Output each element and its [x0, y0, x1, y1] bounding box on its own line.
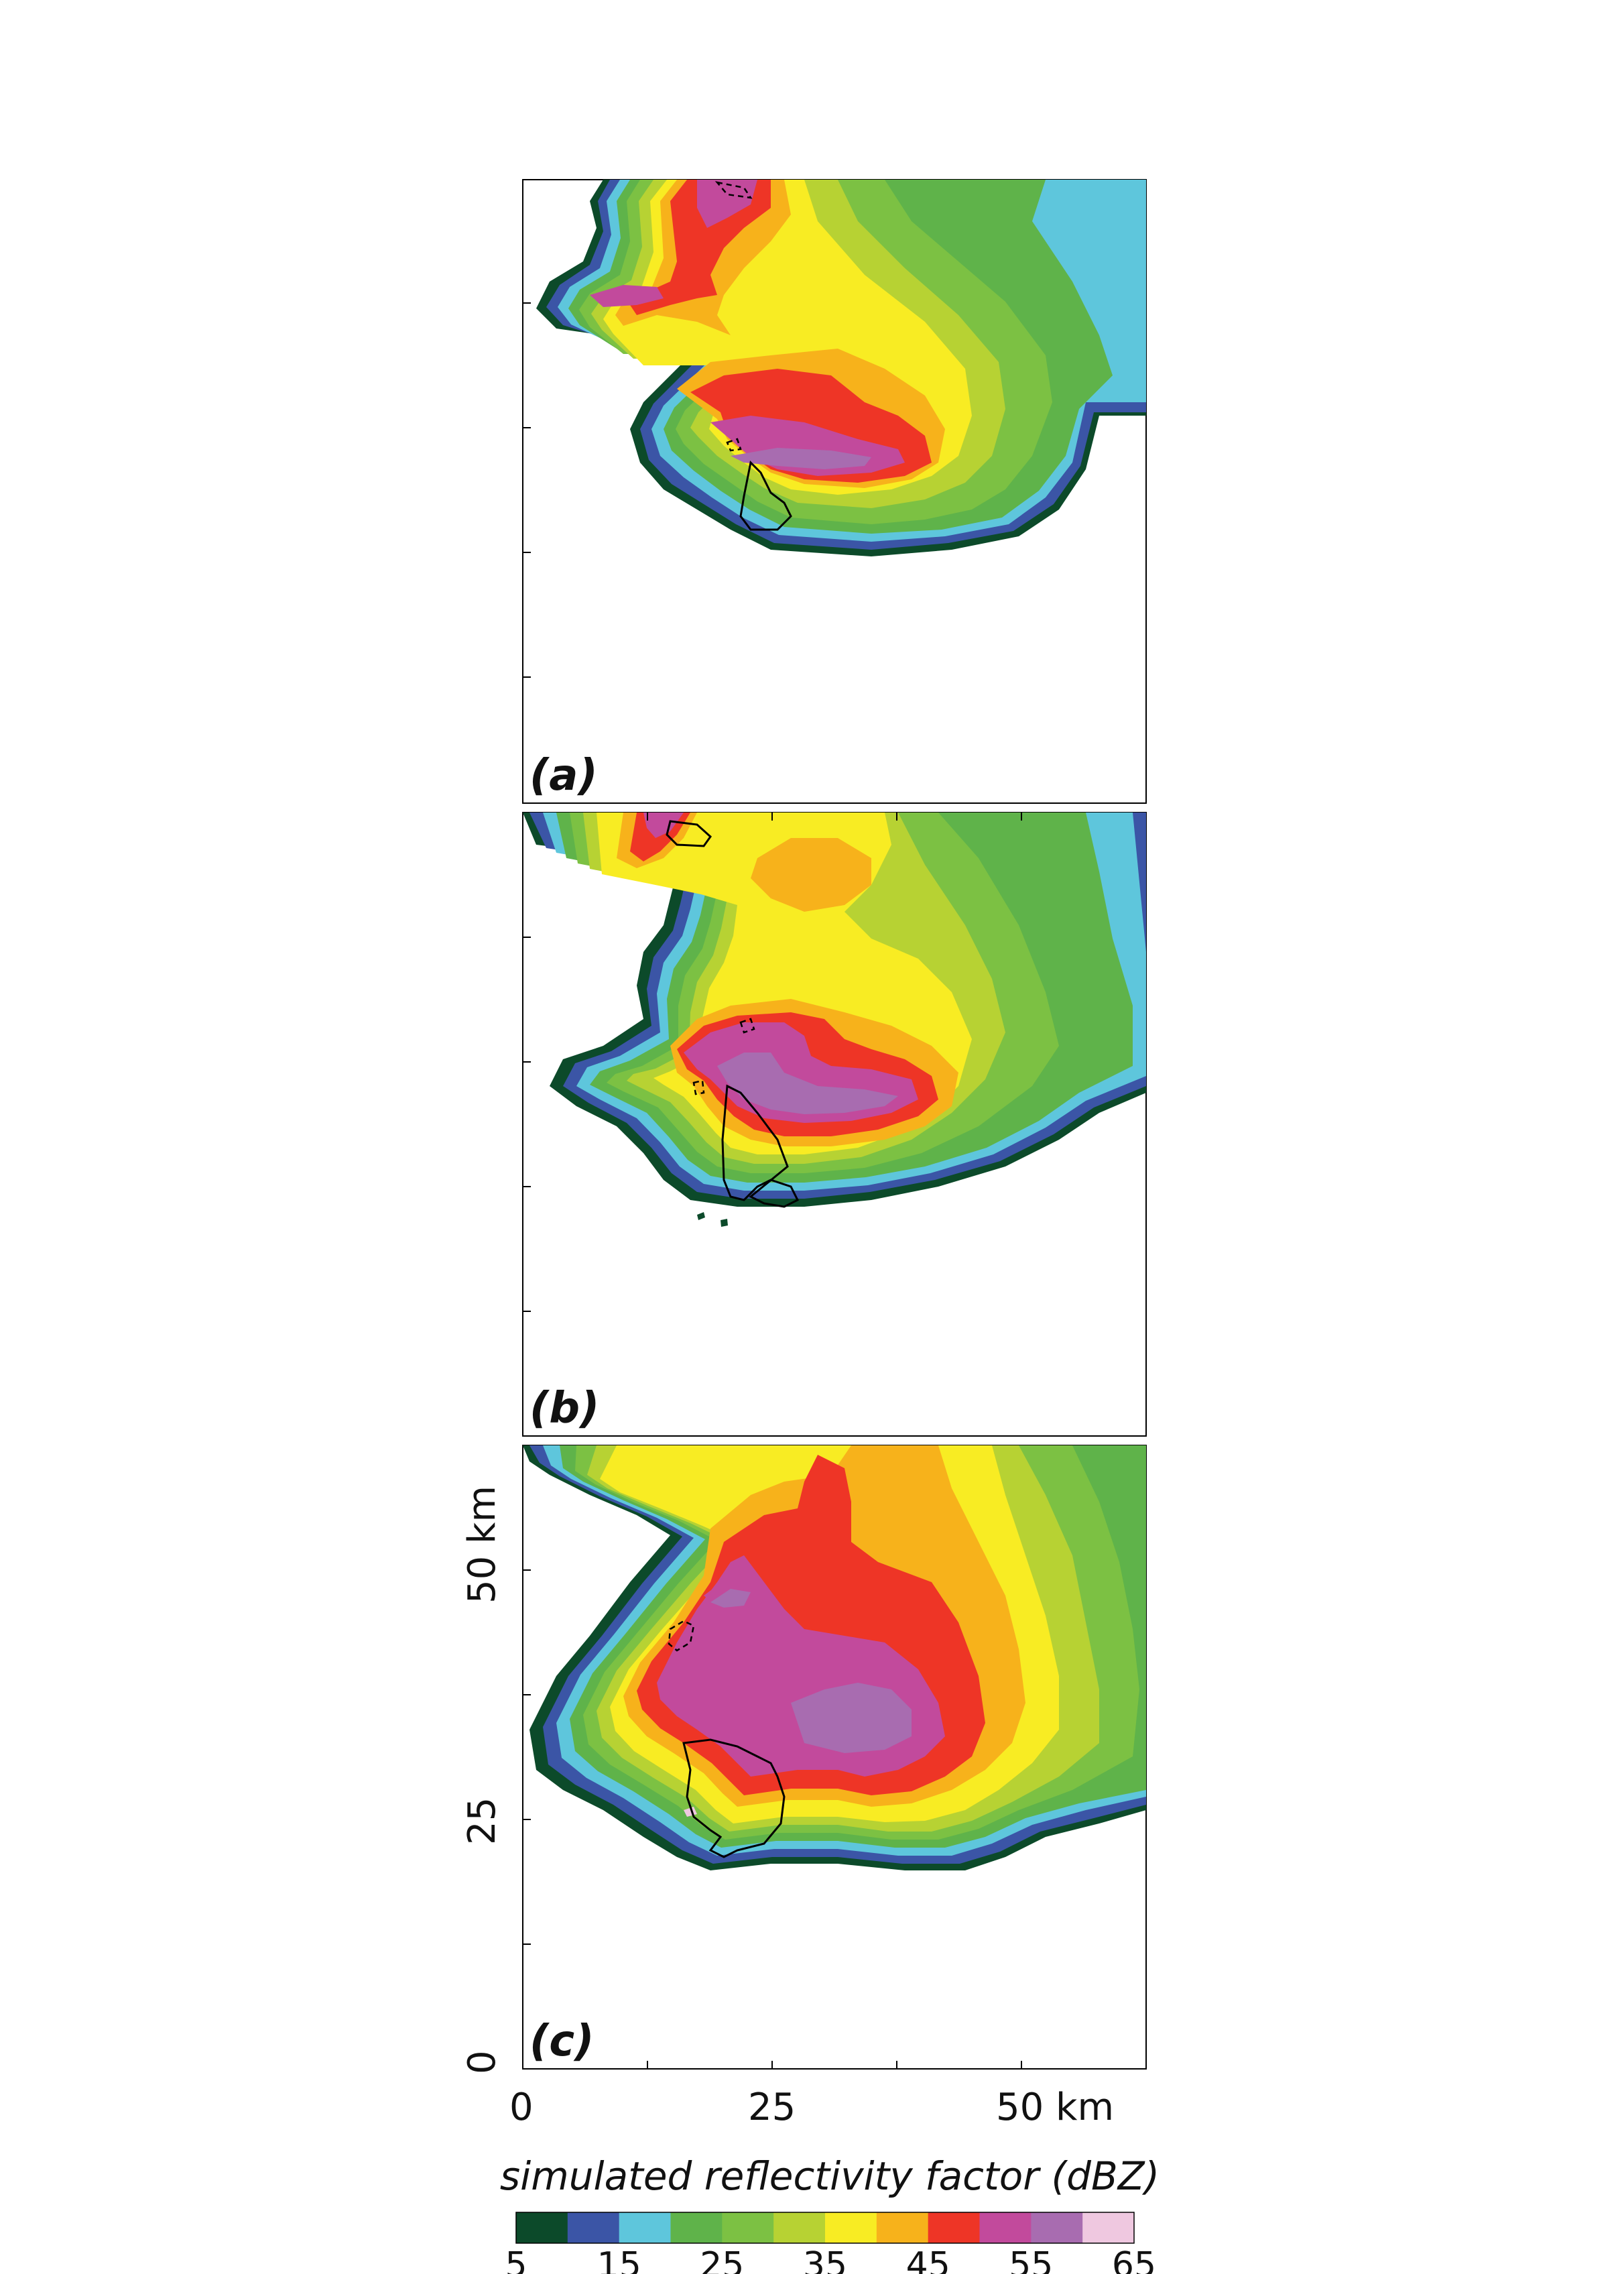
panel-b-contour-dashed: [692, 1018, 755, 1095]
panel-a-band-9: [630, 180, 932, 483]
panel-c-contour-dashed: [668, 1620, 695, 1652]
panel-a-contour-dashed: [714, 181, 753, 452]
panel-b-contour-solid: [666, 820, 800, 1208]
colorbar-swatch-20: [670, 2212, 723, 2243]
x-tick-label-0: 0: [509, 2086, 534, 2129]
colorbar: simulated reflectivity factor (dBZ) 5 15 2…: [500, 2153, 1160, 2274]
x-tick-label-50: 50 km: [996, 2086, 1114, 2129]
colorbar-swatch-45: [928, 2212, 980, 2243]
panel-b-field: [523, 813, 1146, 1227]
panel-b: (b): [522, 812, 1147, 1437]
colorbar-swatch-60: [1082, 2212, 1135, 2243]
colorbar-swatch-10: [567, 2212, 620, 2243]
panel-c-contour-solid: [682, 1738, 786, 1858]
y-axis-tick-labels: 0 25 50 km: [460, 1486, 504, 2074]
colorbar-swatch-25: [722, 2212, 774, 2243]
colorbar-tick-labels: 5 15 25 35 45 55 65: [505, 2245, 1156, 2274]
panel-a: (a): [522, 179, 1147, 804]
panel-c-band-11: [710, 1589, 912, 1753]
panel-a-band-10: [590, 180, 905, 476]
panel-b-label: (b): [529, 1384, 599, 1433]
colorbar-tick-label-35: 35: [803, 2245, 847, 2274]
panel-a-label: (a): [529, 751, 598, 800]
panel-c-ticks: [523, 1569, 1022, 2069]
colorbar-tick-label-5: 5: [505, 2245, 527, 2274]
colorbar-tick-label-15: 15: [597, 2245, 641, 2274]
y-tick-label-0: 0: [460, 2050, 504, 2074]
panel-a-contour-solid: [739, 460, 792, 531]
colorbar-swatch-35: [825, 2212, 877, 2243]
x-tick-label-25: 25: [748, 2086, 796, 2129]
y-tick-label-50: 50 km: [460, 1486, 504, 1604]
panel-a-ticks: [523, 302, 531, 678]
panel-a-band-11: [731, 448, 871, 469]
x-axis-tick-labels: 0 25 50 km: [509, 2086, 1114, 2129]
y-tick-label-25: 25: [460, 1797, 504, 1845]
colorbar-title: simulated reflectivity factor (dBZ): [500, 2153, 1160, 2199]
colorbar-swatch-40: [876, 2212, 929, 2243]
panel-c: (c): [522, 1445, 1147, 2070]
panel-b-speckles: [697, 1212, 728, 1227]
panel-c-field: [523, 1445, 1146, 1870]
panel-b-ticks: [523, 813, 1022, 1312]
colorbar-tick-label-45: 45: [906, 2245, 950, 2274]
colorbar-swatch-30: [773, 2212, 826, 2243]
panel-b-band-10: [643, 813, 918, 1123]
colorbar-frame: [515, 2212, 1135, 2244]
colorbar-tick-label-25: 25: [700, 2245, 744, 2274]
colorbar-tick-label-65: 65: [1112, 2245, 1156, 2274]
colorbar-swatch-50: [979, 2212, 1032, 2243]
colorbar-swatches: [516, 2212, 1135, 2243]
panel-b-band-11: [717, 1053, 898, 1114]
colorbar-swatch-5: [516, 2212, 568, 2243]
panel-a-field: [536, 180, 1146, 556]
colorbar-swatch-55: [1031, 2212, 1083, 2243]
panel-c-label: (c): [529, 2017, 594, 2066]
colorbar-tick-label-55: 55: [1009, 2245, 1053, 2274]
colorbar-swatch-15: [619, 2212, 671, 2243]
